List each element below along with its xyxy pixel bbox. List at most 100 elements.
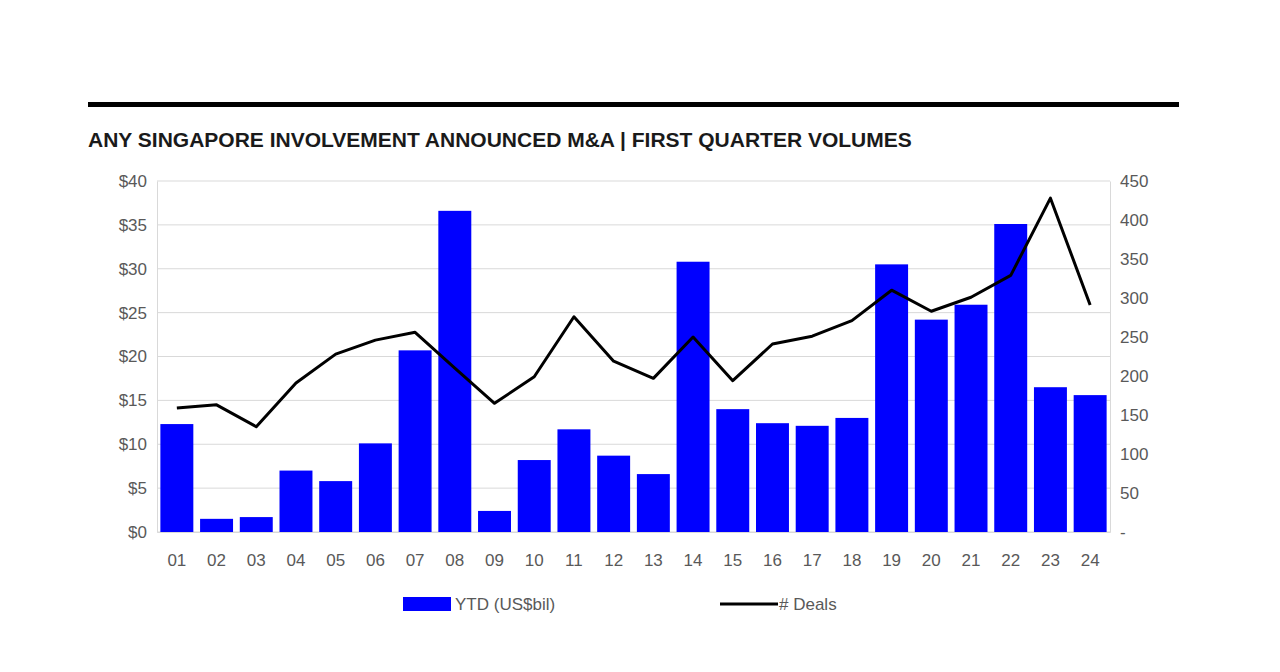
tick-label: $10 [119,435,147,454]
tick-label: 04 [287,551,306,570]
bar [915,320,948,532]
bar [280,471,313,532]
tick-label: 17 [803,551,822,570]
bar [478,511,511,532]
bar [200,519,233,532]
legend-label: YTD (US$bil) [455,595,555,614]
tick: $35 [119,216,157,235]
tick: 07 [406,532,425,570]
bar [1074,395,1107,532]
tick-label: 250 [1120,328,1148,347]
tick-label: 50 [1120,484,1139,503]
tick-label: 05 [326,551,345,570]
tick-label: 16 [763,551,782,570]
tick-label: 300 [1120,289,1148,308]
tick-label: 20 [922,551,941,570]
bar [677,262,710,532]
tick-label: $40 [119,172,147,191]
bar [955,305,988,532]
tick-label: 200 [1120,367,1148,386]
tick-label: $25 [119,304,147,323]
tick-label: 21 [962,551,981,570]
tick: 09 [485,532,504,570]
tick-label: 15 [723,551,742,570]
bar [240,517,273,532]
tick: 23 [1041,532,1060,570]
grid-line [157,181,1110,182]
tick-label: $15 [119,391,147,410]
tick: 16 [763,532,782,570]
tick: 12 [604,532,623,570]
tick: 100 [1110,445,1148,464]
tick: 150 [1110,406,1148,425]
tick: 04 [287,532,306,570]
tick: 08 [445,532,464,570]
tick-label: 18 [842,551,861,570]
tick-label: 03 [247,551,266,570]
legend-item: # Deals [720,595,837,614]
tick: 350 [1110,250,1148,269]
bar [637,474,670,532]
tick-label: $20 [119,347,147,366]
tick-label: $30 [119,260,147,279]
bar [875,264,908,532]
bar [1034,387,1067,532]
tick-label: $35 [119,216,147,235]
tick-label: 07 [406,551,425,570]
grid-line [157,224,1110,225]
bar [399,350,432,532]
tick: 450 [1110,172,1148,191]
tick-label: $5 [128,479,147,498]
axis-line [157,182,158,533]
tick: $15 [119,391,157,410]
tick-label: 12 [604,551,623,570]
grid-line [157,268,1110,269]
tick: $5 [128,479,157,498]
tick-label: 09 [485,551,504,570]
legend-swatch [720,603,778,606]
tick: - [1110,523,1126,542]
tick-label: - [1120,523,1126,542]
tick: 17 [803,532,822,570]
tick-label: 350 [1120,250,1148,269]
tick: 11 [565,532,583,570]
legend: YTD (US$bil) # Deals [403,595,837,614]
bar [994,224,1027,532]
y2-axis: -50100150200250300350400450 [1110,172,1148,542]
bar [438,211,471,532]
bar [359,443,392,532]
tick: $25 [119,304,157,323]
plot-area [160,198,1106,532]
bar [557,429,590,532]
axis-line [158,532,1111,533]
legend-item: YTD (US$bil) [403,595,555,614]
tick-label: 19 [882,551,901,570]
chart: ANY SINGAPORE INVOLVEMENT ANNOUNCED M&A … [0,0,1280,672]
bar [160,424,193,532]
tick-label: 24 [1081,551,1100,570]
bar [756,423,789,532]
tick: $10 [119,435,157,454]
tick: 13 [644,532,663,570]
tick: 20 [922,532,941,570]
title: ANY SINGAPORE INVOLVEMENT ANNOUNCED M&A … [88,128,912,151]
tick: 250 [1110,328,1148,347]
tick: 22 [1001,532,1020,570]
tick-label: 08 [445,551,464,570]
bar [597,456,630,532]
legend-swatch [403,597,451,611]
axis-line [1110,182,1111,533]
tick-label: 100 [1120,445,1148,464]
tick: $0 [128,523,157,542]
tick-label: 14 [684,551,703,570]
bar-series [160,211,1106,532]
top-rule [88,102,1179,107]
tick-label: $0 [128,523,147,542]
tick: 18 [842,532,861,570]
tick-label: 02 [207,551,226,570]
tick: 21 [962,532,981,570]
tick-label: 150 [1120,406,1148,425]
tick: 300 [1110,289,1148,308]
x-axis: 0102030405060708091011121314151617181920… [158,532,1111,570]
tick-label: 450 [1120,172,1148,191]
